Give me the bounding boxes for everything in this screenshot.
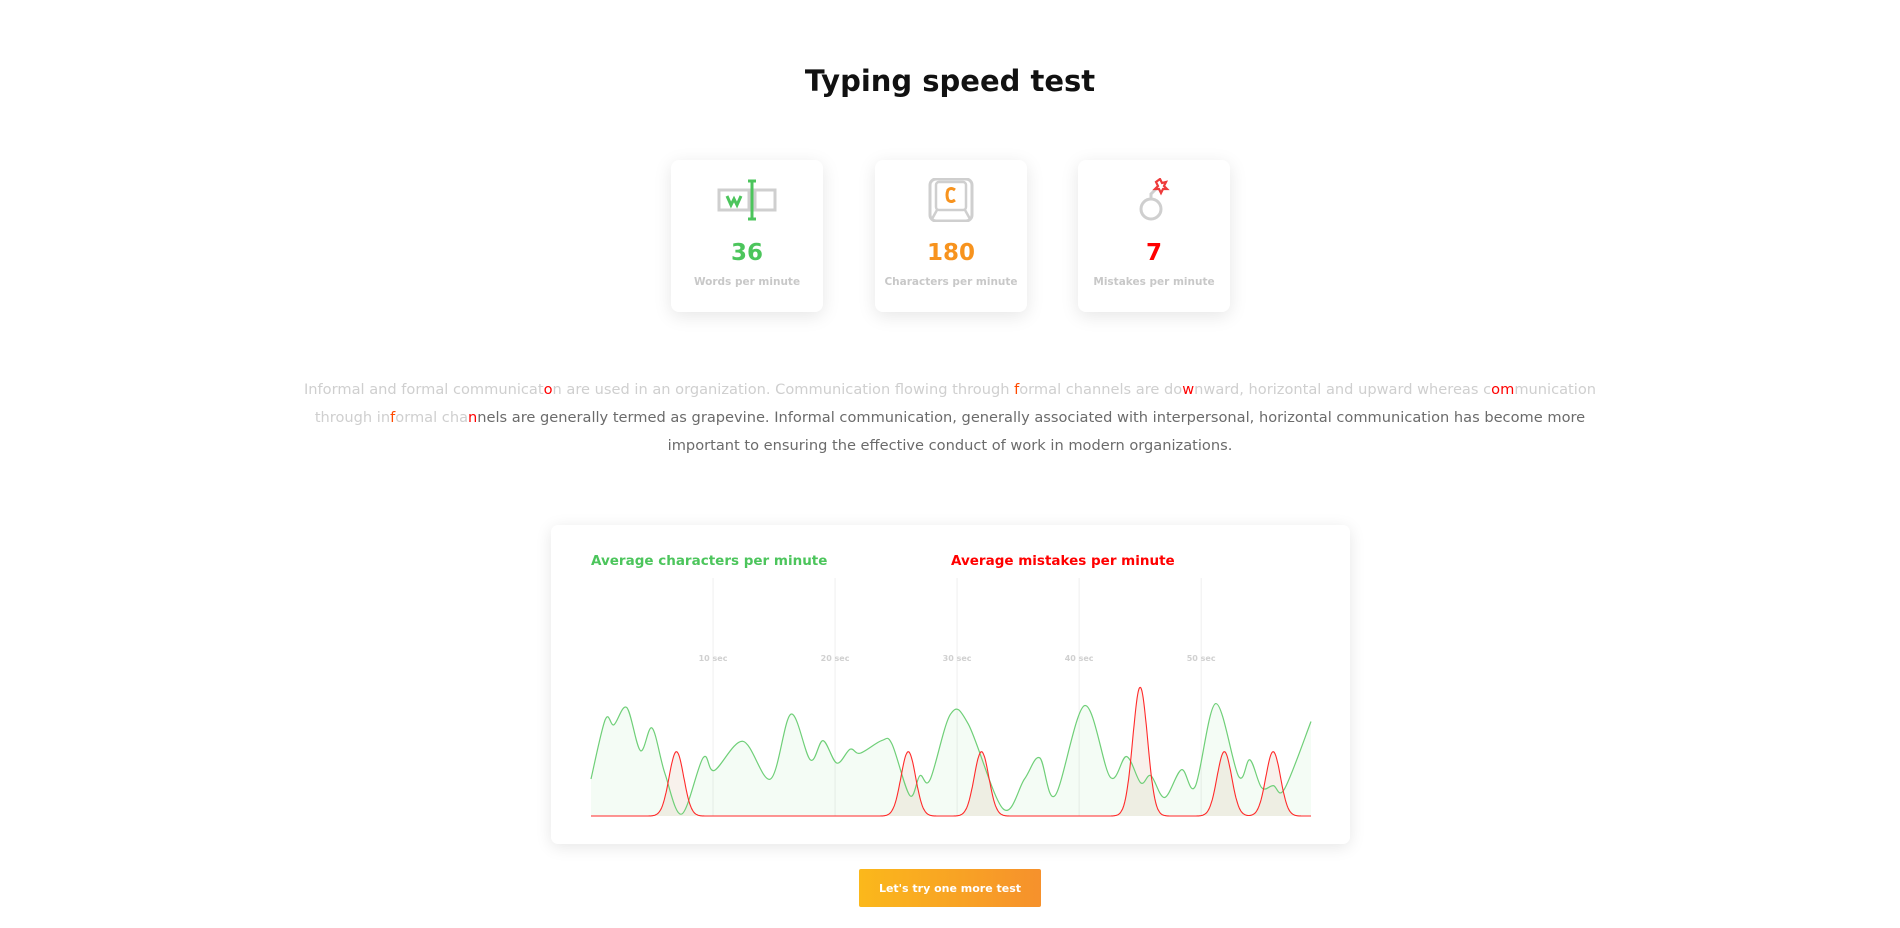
stat-card-mistakes: 7 Mistakes per minute: [1078, 160, 1230, 312]
passage-error: om: [1491, 381, 1515, 398]
passage-current: f: [390, 409, 396, 426]
mistakes-line: [591, 686, 1311, 817]
passage-current: f: [1014, 381, 1020, 398]
passage-error: o: [543, 381, 553, 398]
characters-area: [591, 703, 1311, 816]
x-tick-label: 50 sec: [1187, 654, 1216, 663]
passage-pending: nels are generally termed as grapevine. …: [477, 409, 1586, 454]
x-tick-label: 30 sec: [943, 654, 972, 663]
page-title: Typing speed test: [804, 64, 1096, 98]
mistakes-area: [591, 687, 1311, 816]
bomb-icon: [1139, 178, 1170, 221]
passage-typed: nward, horizontal and upward whereas c: [1194, 381, 1492, 398]
stat-value: 180: [926, 240, 975, 266]
stat-card-words: 36 Words per minute: [671, 160, 823, 312]
legend-mistakes: Average mistakes per minute: [951, 553, 1175, 569]
passage-typed: ormal cha: [395, 409, 469, 426]
stats-chart: Average characters per minute Average mi…: [551, 525, 1350, 844]
passage-error: n: [468, 409, 478, 426]
stat-value: 36: [730, 240, 763, 266]
passage-typed: munication through in: [314, 381, 1597, 426]
stat-value: 7: [1145, 240, 1162, 266]
legend-characters: Average characters per minute: [591, 553, 828, 569]
stat-card-characters: 180 Characters per minute: [875, 160, 1027, 312]
keyboard-key-c-icon: [928, 178, 974, 222]
characters-line: [590, 702, 1312, 815]
x-tick-label: 40 sec: [1065, 654, 1094, 663]
passage-typed: ormal channels are do: [1019, 381, 1183, 398]
x-tick-label: 20 sec: [821, 654, 850, 663]
stat-label: Mistakes per minute: [1093, 276, 1215, 288]
stat-label: Words per minute: [693, 276, 801, 288]
typing-passage[interactable]: Informal and formal communicaton are use…: [280, 376, 1620, 460]
stat-label: Characters per minute: [884, 276, 1018, 288]
passage-typed: n are used in an organization. Communica…: [552, 381, 1015, 398]
x-tick-label: 10 sec: [699, 654, 728, 663]
passage-typed: Informal and formal communicat: [303, 381, 544, 398]
retry-test-button[interactable]: Let's try one more test: [859, 869, 1041, 907]
word-cursor-icon: [717, 179, 777, 221]
chart-plot: 10 sec 20 sec 30 sec 40 sec 50 sec: [590, 578, 1312, 817]
passage-error: w: [1182, 381, 1195, 398]
